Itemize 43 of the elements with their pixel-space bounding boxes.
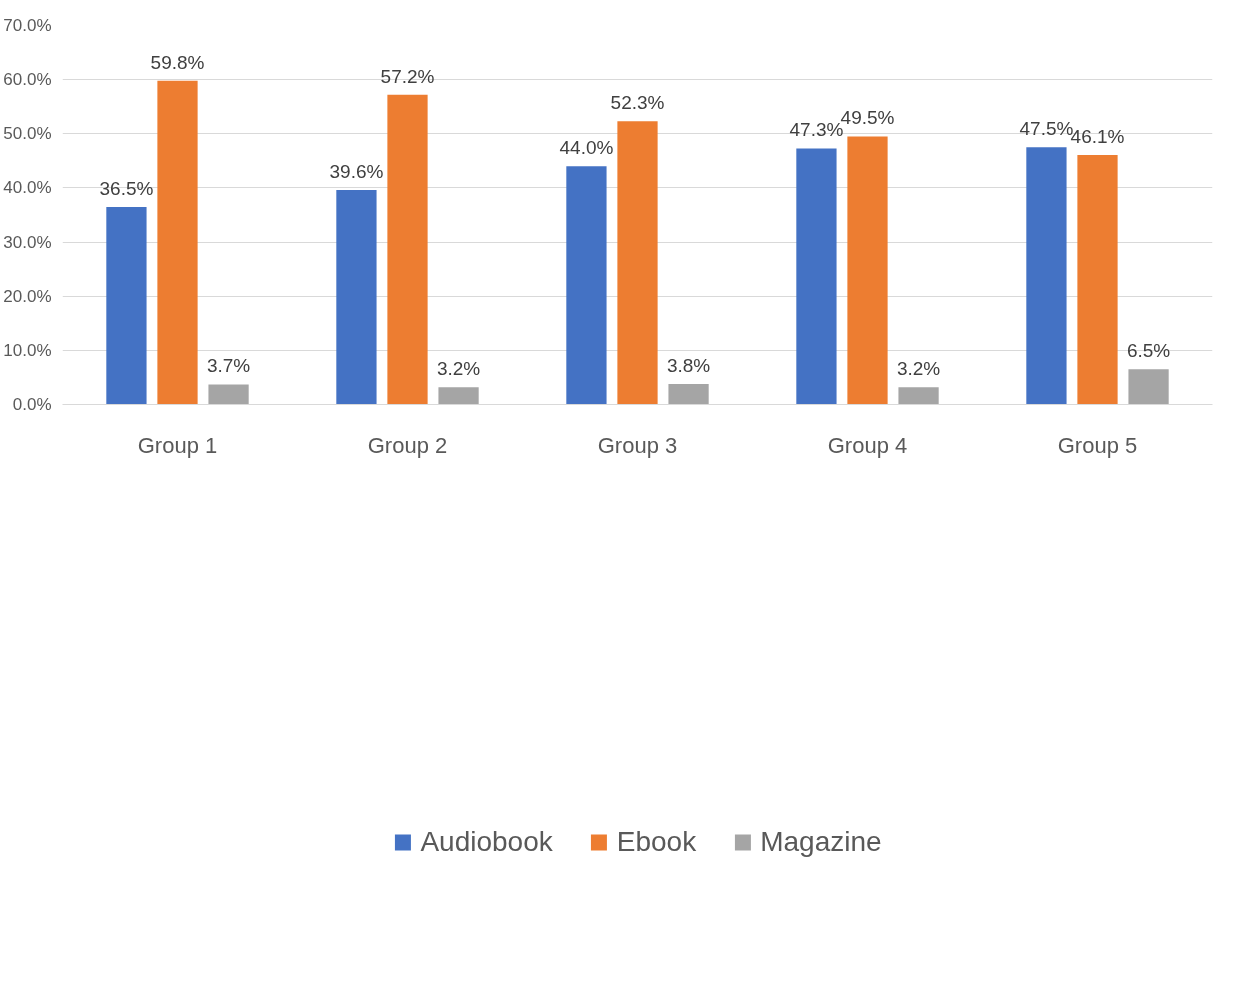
y-tick-label: 40.0%: [3, 178, 52, 198]
data-label: 59.8%: [150, 51, 205, 73]
y-tick-label: 60.0%: [3, 70, 52, 90]
x-tick-label: Group 1: [137, 432, 218, 458]
y-tick-label: 70.0%: [3, 16, 52, 35]
bar: [617, 121, 658, 405]
x-tick-label: Group 5: [1057, 432, 1138, 458]
data-label: 3.2%: [896, 358, 941, 380]
bar: [566, 166, 607, 405]
data-label: 52.3%: [610, 92, 665, 114]
bar: [1128, 369, 1169, 405]
legend-label: Audiobook: [420, 826, 553, 858]
data-label: 3.7%: [206, 355, 251, 377]
data-label: 49.5%: [840, 107, 895, 129]
x-tick-label: Group 4: [827, 432, 908, 458]
x-tick-label: Group 2: [367, 432, 448, 458]
data-label: 44.0%: [559, 137, 614, 159]
bar: [1026, 147, 1067, 405]
data-label: 39.6%: [329, 161, 384, 183]
legend-label: Ebook: [616, 826, 697, 858]
data-label: 57.2%: [380, 65, 435, 87]
y-tick-label: 30.0%: [3, 232, 52, 252]
bar: [668, 383, 709, 405]
bar: [157, 80, 198, 405]
bar: [387, 94, 428, 405]
x-tick-label: Group 3: [597, 432, 678, 458]
bar: [847, 136, 888, 405]
data-label: 36.5%: [99, 177, 154, 199]
data-label: 3.8%: [666, 354, 711, 376]
bar: [208, 384, 249, 405]
bar: [438, 387, 479, 405]
legend-label: Magazine: [760, 826, 882, 858]
y-tick-label: 20.0%: [3, 286, 52, 306]
bar: [1077, 154, 1118, 405]
bar: [796, 148, 837, 405]
data-label: 6.5%: [1126, 340, 1171, 362]
y-tick-label: 0.0%: [12, 395, 52, 414]
bar: [336, 190, 377, 405]
y-tick-label: 50.0%: [3, 124, 52, 144]
y-tick-label: 10.0%: [3, 340, 52, 360]
data-label: 3.2%: [436, 358, 481, 380]
bar: [106, 206, 147, 405]
bar: [898, 387, 939, 405]
